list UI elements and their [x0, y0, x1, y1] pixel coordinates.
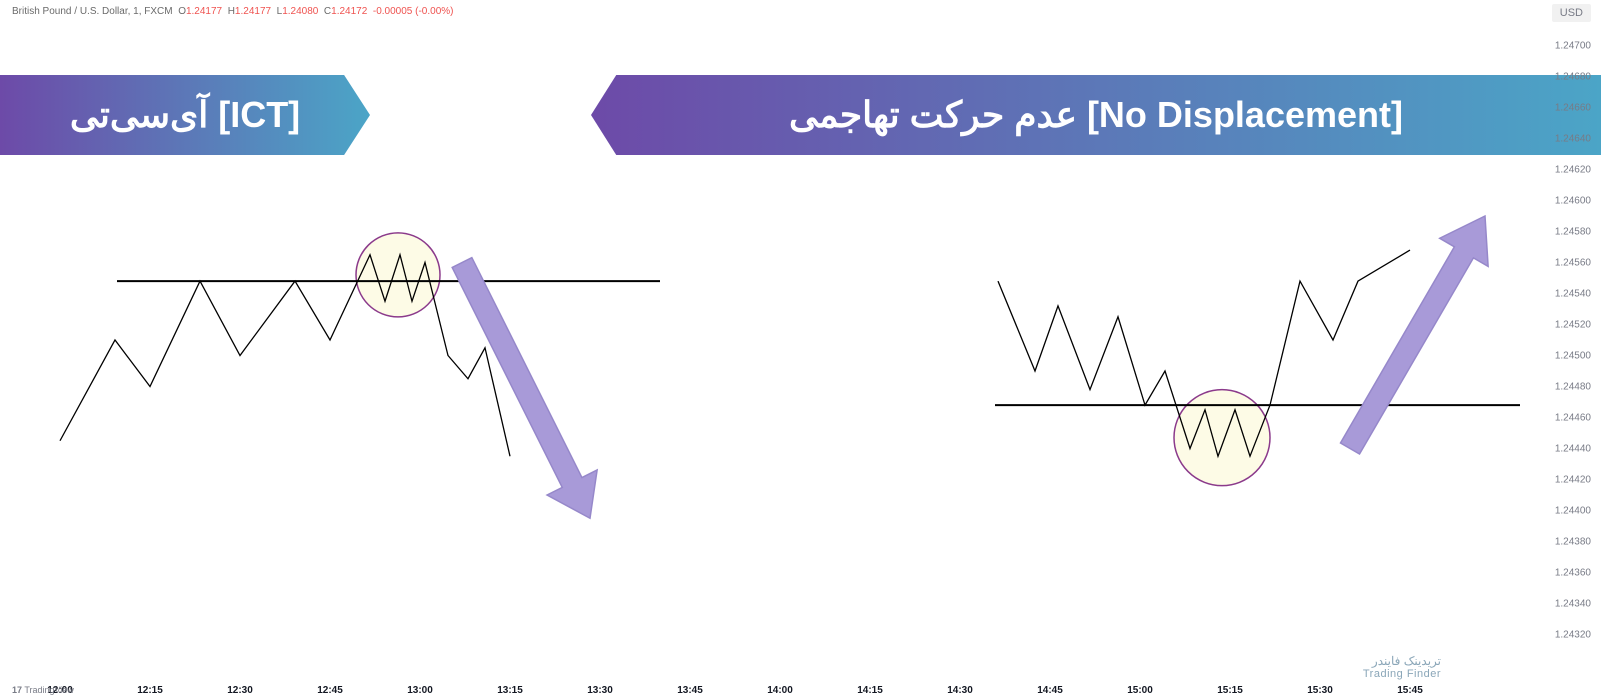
time-tick: 13:45 — [677, 685, 703, 696]
time-tick: 15:30 — [1307, 685, 1333, 696]
price-tick: 1.24360 — [1555, 567, 1591, 578]
price-tick: 1.24480 — [1555, 381, 1591, 392]
change-value: -0.00005 (-0.00%) — [373, 6, 454, 17]
currency-badge: USD — [1552, 4, 1591, 22]
banner-right: عدم حرکت تهاجمی [No Displacement] — [591, 75, 1601, 155]
price-tick: 1.24340 — [1555, 598, 1591, 609]
price-tick: 1.24380 — [1555, 536, 1591, 547]
price-tick: 1.24460 — [1555, 412, 1591, 423]
o-label: O — [178, 6, 186, 17]
c-value: 1.24172 — [331, 6, 367, 17]
price-tick: 1.24560 — [1555, 257, 1591, 268]
price-tick: 1.24520 — [1555, 319, 1591, 330]
price-tick: 1.24700 — [1555, 40, 1591, 51]
price-tick: 1.24680 — [1555, 71, 1591, 82]
price-tick: 1.24660 — [1555, 102, 1591, 113]
tf-logo-en: Trading Finder — [1363, 668, 1441, 680]
price-tick: 1.24420 — [1555, 474, 1591, 485]
time-tick: 12:30 — [227, 685, 253, 696]
time-tick: 13:00 — [407, 685, 433, 696]
time-tick: 12:15 — [137, 685, 163, 696]
price-tick: 1.24640 — [1555, 133, 1591, 144]
tradingview-logo: 17 TradingView — [12, 685, 74, 695]
price-tick: 1.24580 — [1555, 226, 1591, 237]
h-label: H — [228, 6, 235, 17]
price-tick: 1.24440 — [1555, 443, 1591, 454]
symbol-name: British Pound / U.S. Dollar, 1, FXCM — [12, 6, 173, 17]
price-tick: 1.24620 — [1555, 164, 1591, 175]
h-value: 1.24177 — [235, 6, 271, 17]
l-value: 1.24080 — [282, 6, 318, 17]
time-tick: 14:00 — [767, 685, 793, 696]
time-tick: 14:45 — [1037, 685, 1063, 696]
left-arrow-down — [452, 258, 597, 519]
price-tick: 1.24320 — [1555, 629, 1591, 640]
left-price-line — [60, 255, 510, 457]
right-price-line — [998, 250, 1410, 456]
time-tick: 14:15 — [857, 685, 883, 696]
right-arrow-up — [1340, 216, 1488, 454]
time-tick: 15:00 — [1127, 685, 1153, 696]
banner-left-text: آی‌سی‌تی [ICT] — [70, 94, 300, 136]
tradingview-text: TradingView — [24, 685, 74, 695]
price-tick: 1.24400 — [1555, 505, 1591, 516]
banner-right-text: عدم حرکت تهاجمی [No Displacement] — [789, 94, 1403, 136]
banner-left: آی‌سی‌تی [ICT] — [0, 75, 370, 155]
time-tick: 15:15 — [1217, 685, 1243, 696]
time-tick: 14:30 — [947, 685, 973, 696]
time-tick: 15:45 — [1397, 685, 1423, 696]
right_circle — [1174, 390, 1270, 486]
time-tick: 13:15 — [497, 685, 523, 696]
price-tick: 1.24600 — [1555, 195, 1591, 206]
tf-logo-fa: تریدینک فایندر — [1363, 654, 1441, 668]
tradingfinder-logo: تریدینک فایندر Trading Finder — [1363, 654, 1441, 680]
price-tick: 1.24500 — [1555, 350, 1591, 361]
price-tick: 1.24540 — [1555, 288, 1591, 299]
ohlc-header: British Pound / U.S. Dollar, 1, FXCM O1.… — [12, 6, 453, 17]
left_circle — [356, 233, 440, 317]
time-tick: 12:45 — [317, 685, 343, 696]
time-tick: 13:30 — [587, 685, 613, 696]
o-value: 1.24177 — [186, 6, 222, 17]
